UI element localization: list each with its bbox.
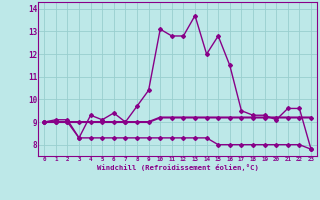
X-axis label: Windchill (Refroidissement éolien,°C): Windchill (Refroidissement éolien,°C) (97, 164, 259, 171)
